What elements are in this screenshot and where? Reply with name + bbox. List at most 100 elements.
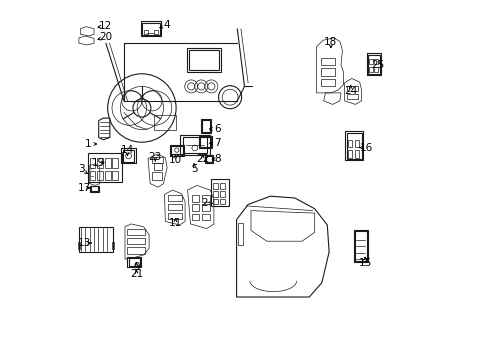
Bar bbox=[169, 145, 183, 156]
Text: 10: 10 bbox=[168, 155, 182, 165]
Bar bbox=[354, 150, 358, 158]
Bar bbox=[346, 94, 358, 99]
Bar bbox=[121, 148, 136, 163]
Bar bbox=[202, 204, 209, 211]
Bar bbox=[220, 199, 225, 204]
Bar bbox=[79, 227, 113, 252]
Bar bbox=[220, 191, 225, 197]
Text: 18: 18 bbox=[324, 37, 337, 48]
Bar bbox=[153, 163, 162, 170]
Bar bbox=[143, 30, 148, 34]
Bar bbox=[320, 58, 335, 65]
Bar bbox=[366, 53, 380, 75]
Bar bbox=[127, 238, 144, 244]
Text: 15: 15 bbox=[358, 258, 371, 268]
Bar bbox=[202, 195, 209, 202]
Bar bbox=[141, 21, 160, 36]
Bar bbox=[128, 258, 140, 266]
Bar bbox=[347, 150, 352, 158]
Bar bbox=[192, 204, 199, 211]
Bar bbox=[202, 214, 209, 220]
Bar bbox=[97, 171, 103, 180]
Bar bbox=[90, 186, 99, 192]
Bar bbox=[346, 133, 361, 159]
Bar bbox=[97, 158, 103, 168]
Bar bbox=[345, 131, 363, 160]
Text: 22: 22 bbox=[196, 154, 209, 164]
Text: 6: 6 bbox=[214, 124, 221, 134]
Bar bbox=[104, 158, 110, 168]
Bar bbox=[355, 231, 366, 261]
Bar bbox=[88, 153, 122, 182]
Text: 11: 11 bbox=[168, 218, 182, 228]
Bar bbox=[122, 150, 134, 162]
Bar bbox=[104, 171, 110, 180]
Bar bbox=[373, 59, 377, 64]
Bar bbox=[78, 242, 80, 249]
Bar bbox=[367, 55, 379, 74]
Bar bbox=[112, 171, 118, 180]
Text: 16: 16 bbox=[359, 143, 372, 153]
Text: 20: 20 bbox=[99, 32, 112, 42]
Bar bbox=[347, 140, 352, 147]
Text: 19: 19 bbox=[92, 158, 105, 168]
Bar bbox=[211, 179, 229, 206]
Bar bbox=[368, 59, 372, 64]
Bar bbox=[112, 242, 114, 249]
Text: 8: 8 bbox=[214, 154, 221, 164]
Text: 4: 4 bbox=[163, 20, 170, 30]
Text: 14: 14 bbox=[121, 145, 134, 156]
Bar bbox=[183, 137, 206, 153]
Bar bbox=[151, 172, 162, 180]
Text: 23: 23 bbox=[148, 152, 162, 162]
Text: 2: 2 bbox=[201, 198, 208, 208]
Text: 13: 13 bbox=[78, 238, 91, 248]
Text: 24: 24 bbox=[344, 86, 357, 96]
Bar bbox=[238, 223, 243, 245]
Text: 7: 7 bbox=[214, 138, 221, 148]
Text: 1: 1 bbox=[85, 139, 91, 149]
Bar bbox=[204, 155, 212, 163]
Bar bbox=[373, 67, 377, 72]
Bar bbox=[368, 67, 372, 72]
Bar bbox=[213, 183, 218, 189]
Bar bbox=[179, 135, 210, 155]
Text: 25: 25 bbox=[370, 60, 384, 70]
Bar bbox=[346, 86, 358, 91]
Bar bbox=[127, 257, 141, 267]
Bar bbox=[168, 195, 182, 201]
Bar bbox=[171, 146, 182, 154]
Text: 12: 12 bbox=[99, 21, 112, 31]
Bar bbox=[213, 191, 218, 197]
Bar bbox=[205, 156, 212, 162]
Text: 5: 5 bbox=[190, 164, 197, 174]
Bar bbox=[112, 158, 118, 168]
Bar bbox=[89, 158, 95, 168]
Bar bbox=[152, 157, 163, 163]
Bar bbox=[142, 23, 159, 35]
Text: 21: 21 bbox=[130, 269, 143, 279]
Bar bbox=[213, 199, 218, 204]
Bar bbox=[154, 30, 158, 34]
Bar bbox=[168, 204, 182, 210]
Bar bbox=[127, 247, 144, 254]
Bar bbox=[354, 140, 358, 147]
Bar bbox=[199, 136, 212, 148]
Bar bbox=[127, 229, 144, 235]
Text: 17: 17 bbox=[78, 183, 91, 193]
Bar bbox=[320, 68, 335, 76]
Bar bbox=[354, 230, 367, 262]
Bar bbox=[192, 195, 199, 202]
Bar bbox=[200, 137, 211, 147]
Bar bbox=[220, 183, 225, 189]
Bar bbox=[320, 79, 335, 86]
Bar bbox=[89, 171, 95, 180]
Bar bbox=[201, 120, 210, 132]
Bar bbox=[186, 48, 221, 72]
Bar bbox=[168, 213, 182, 219]
Bar bbox=[189, 50, 218, 70]
Bar bbox=[91, 186, 98, 191]
Text: 9: 9 bbox=[133, 262, 140, 272]
Bar bbox=[192, 214, 199, 220]
Text: 3: 3 bbox=[78, 164, 84, 174]
